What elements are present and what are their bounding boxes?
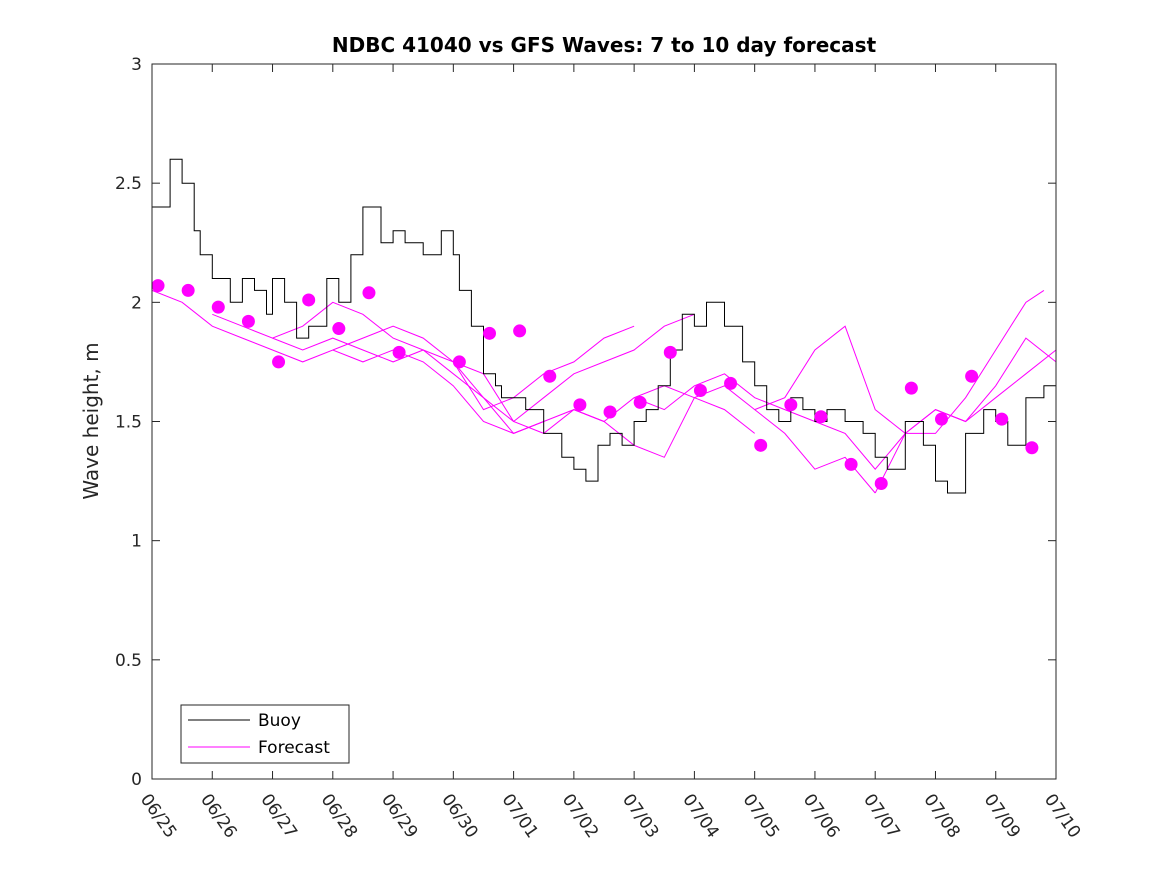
y-tick-label: 1	[131, 532, 142, 552]
chart-title: NDBC 41040 vs GFS Waves: 7 to 10 day for…	[332, 33, 877, 57]
forecast-point	[904, 381, 918, 395]
forecast-point	[965, 369, 979, 383]
forecast-point	[362, 286, 376, 300]
legend-buoy-label: Buoy	[258, 711, 301, 731]
legend: Buoy Forecast	[180, 704, 350, 764]
forecast-point	[814, 410, 828, 424]
forecast-point	[392, 345, 406, 359]
forecast-point	[482, 326, 496, 340]
y-tick-label: 0	[131, 770, 142, 790]
y-tick-label: 1.5	[115, 413, 142, 433]
forecast-point	[663, 345, 677, 359]
forecast-point	[272, 355, 286, 369]
forecast-point	[211, 300, 225, 314]
y-tick-label: 3	[131, 55, 142, 75]
forecast-point	[874, 476, 888, 490]
forecast-point	[332, 322, 346, 336]
forecast-point	[724, 376, 738, 390]
forecast-point	[603, 405, 617, 419]
legend-box	[180, 704, 350, 764]
forecast-point	[693, 384, 707, 398]
forecast-point	[573, 398, 587, 412]
forecast-point	[452, 355, 466, 369]
forecast-point	[151, 279, 165, 293]
y-axis: 0 0.5 1 1.5 2 2.5 3	[115, 55, 1056, 790]
forecast-point	[181, 283, 195, 297]
forecast-point	[513, 324, 527, 338]
forecast-point	[754, 438, 768, 452]
forecast-point	[633, 395, 647, 409]
forecast-point	[543, 369, 557, 383]
forecast-point	[1025, 441, 1039, 455]
y-axis-label: Wave height, m	[79, 342, 103, 499]
y-tick-label: 2	[131, 293, 142, 313]
forecast-point	[995, 412, 1009, 426]
forecast-run-line	[151, 289, 544, 434]
forecast-run-line	[633, 349, 1057, 470]
legend-forecast-label: Forecast	[258, 738, 330, 758]
forecast-point	[302, 293, 316, 307]
forecast-run-line	[453, 361, 876, 494]
y-tick-label: 0.5	[115, 651, 142, 671]
forecast-point	[241, 314, 255, 328]
forecast-point	[784, 398, 798, 412]
forecast-point	[844, 457, 858, 471]
y-tick-label: 2.5	[115, 174, 142, 194]
forecast-point	[934, 412, 948, 426]
forecast-points	[151, 279, 1039, 490]
buoy-series-line	[152, 158, 1057, 494]
